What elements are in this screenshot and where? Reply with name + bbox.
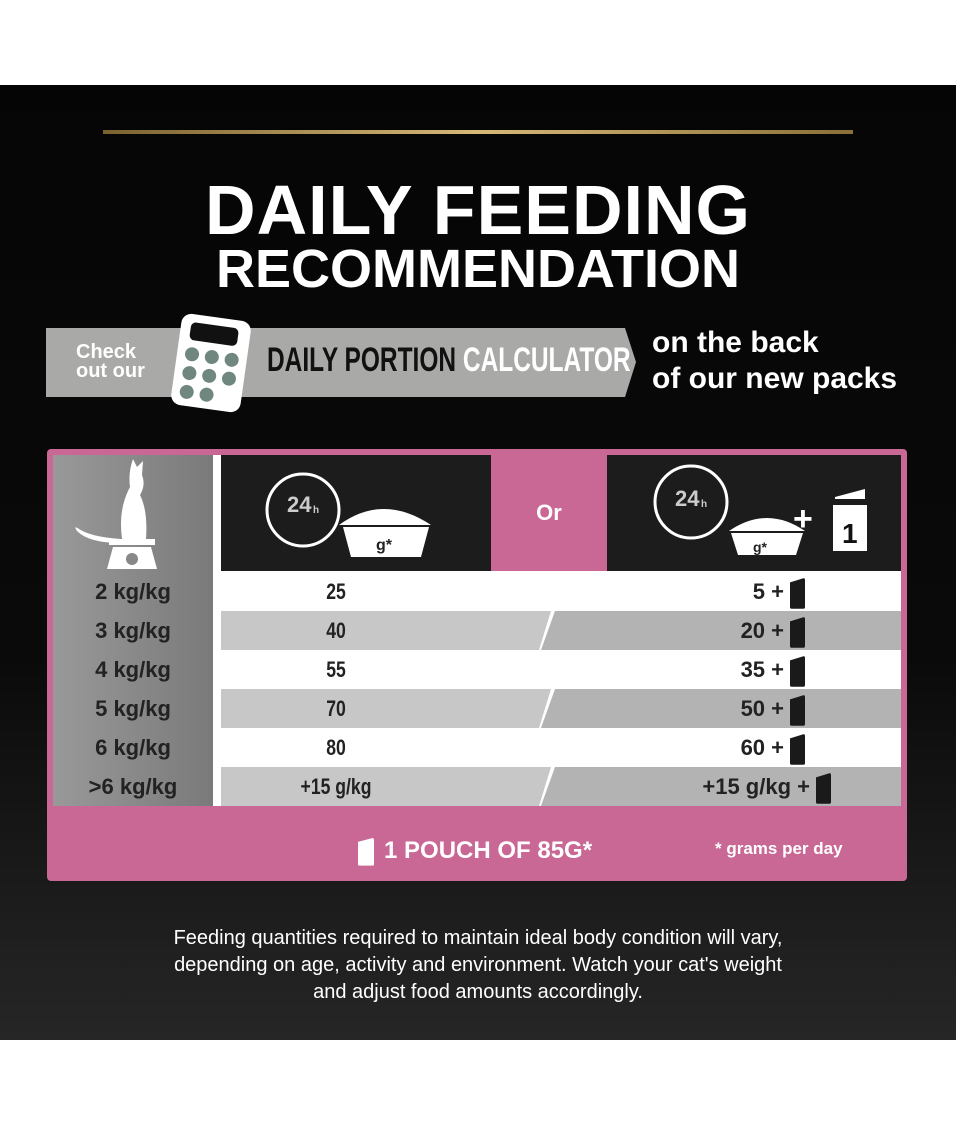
cat-weight: 5 kg/kg [95, 696, 171, 721]
feeding-panel: DAILY FEEDING RECOMMENDATION Check out ou… [0, 85, 956, 1040]
banner-check-text: Check out our [76, 341, 145, 382]
table-row: >6 kg/kg +15 g/kg +15 g/kg + [53, 767, 901, 806]
table-row: 6 kg/kg 80 60 + [53, 728, 901, 767]
pouch-icon [790, 694, 805, 726]
gold-divider [103, 130, 853, 134]
pouch-icon [790, 616, 805, 648]
combo-grams: 5 + [753, 572, 805, 611]
combo-grams: 20 + [741, 611, 805, 650]
cat-weight: >6 kg/kg [88, 774, 178, 799]
dry-grams: 55 [326, 657, 346, 682]
cat-weight: 6 kg/kg [95, 735, 171, 760]
combo-grams: 60 + [741, 728, 805, 767]
clock-bowl-pouch-icon: 24 h g* + 1 [653, 464, 867, 555]
svg-text:h: h [313, 505, 319, 516]
table-row: 5 kg/kg 70 50 + [53, 689, 901, 728]
cat-weight: 2 kg/kg [95, 579, 171, 604]
svg-text:g*: g* [376, 537, 393, 554]
svg-text:+: + [793, 500, 813, 538]
dry-grams: +15 g/kg [300, 774, 372, 799]
dry-only-header: 24 h g* [221, 455, 491, 571]
combo-grams: +15 g/kg + [702, 767, 831, 806]
grams-footnote: * grams per day [715, 839, 843, 858]
cat-weight: 4 kg/kg [95, 657, 171, 682]
banner-back-text: on the back of our new packs [652, 326, 898, 395]
pouch-legend: 1 POUCH OF 85G* [352, 837, 592, 866]
pouch-icon [790, 655, 805, 687]
weight-column [53, 455, 213, 806]
dry-grams: 80 [326, 735, 346, 760]
table-row: 2 kg/kg 25 5 + [53, 572, 901, 611]
feeding-note: Feeding quantities required to maintain … [173, 927, 783, 1003]
cat-weight: 3 kg/kg [95, 618, 171, 643]
svg-text:h: h [701, 499, 707, 510]
svg-text:g*: g* [753, 539, 768, 555]
table-row: 4 kg/kg 55 35 + [53, 650, 901, 689]
daily-portion-calculator-label: DAILY PORTION CALCULATOR [267, 341, 631, 379]
svg-text:1: 1 [842, 518, 858, 549]
combo-header: 24 h g* + 1 [607, 455, 901, 571]
calculator-icon [169, 312, 253, 414]
svg-text:24: 24 [675, 486, 700, 511]
subtitle: RECOMMENDATION [216, 239, 740, 299]
combo-grams: 35 + [741, 650, 805, 689]
or-label: Or [491, 455, 607, 571]
pouch-icon [816, 772, 831, 804]
clock-24h-icon: 24 h g* [265, 472, 431, 557]
svg-text:24: 24 [287, 492, 312, 517]
calculator-banner [46, 328, 636, 397]
dry-grams: 25 [326, 579, 346, 604]
title: DAILY FEEDING [205, 171, 751, 249]
table-row: 3 kg/kg 40 20 + [53, 611, 901, 650]
pouch-icon [358, 837, 374, 866]
pouch-icon [790, 733, 805, 765]
dry-grams: 70 [326, 696, 346, 721]
combo-grams: 50 + [741, 689, 805, 728]
table-footer: 1 POUCH OF 85G* * grams per day [47, 821, 907, 881]
feeding-table: 24 h g* Or 24 h g* + 1 2 kg/kg 25 5 + 3 … [47, 449, 907, 881]
dry-grams: 40 [326, 618, 346, 643]
pouch-icon [790, 577, 805, 609]
cat-on-scale-icon [75, 459, 157, 569]
